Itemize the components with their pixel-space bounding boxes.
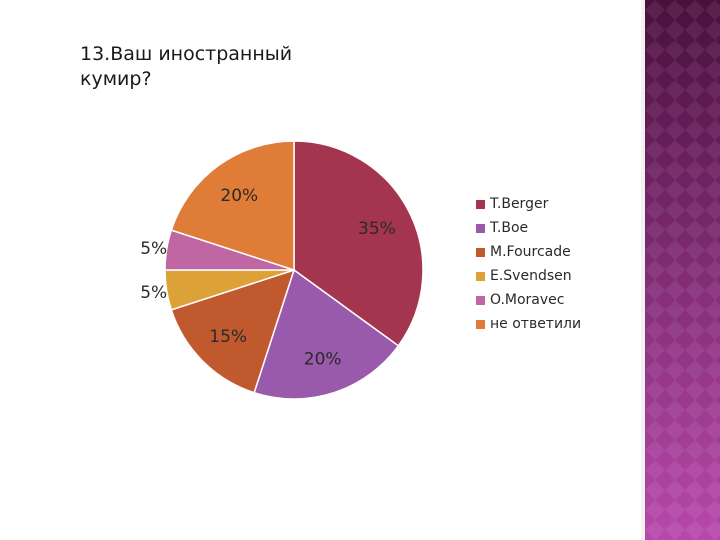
pie-data-label-5: 5% [140,239,167,259]
pie-slices [164,140,424,400]
pie-slice-2 [253,268,400,400]
pie-data-label-4: 5% [140,283,167,303]
legend-label: T.Berger [490,196,549,212]
legend-item-6: не ответили [476,312,581,336]
legend-swatch [476,199,485,209]
legend-label: O.Moravec [490,292,565,308]
decorative-side-panel [641,0,720,540]
legend-item-4: E.Svendsen [476,264,581,288]
legend-item-3: M.Fourcade [476,240,581,264]
legend-swatch [476,295,485,305]
pie-data-label-3: 15% [209,327,247,347]
pie-data-label-2: 20% [304,349,342,369]
legend-swatch [476,247,485,257]
legend-item-2: T.Boe [476,216,581,240]
slide-title: 13.Ваш иностранный кумир? [80,43,293,90]
pie-slice-1 [293,140,424,347]
legend-label: M.Fourcade [490,244,571,260]
legend-swatch [476,319,485,329]
legend-item-5: O.Moravec [476,288,581,312]
legend-swatch [476,223,485,233]
pie-data-labels: 35% 20% 15% 5% 5% 20% [140,186,396,370]
pie-data-label-1: 35% [358,219,396,239]
chart-legend: T.Berger T.Boe M.Fourcade E.Svendsen O.Morav… [476,192,581,336]
pie-slice-6 [170,140,295,272]
pie-data-label-6: 20% [220,186,258,206]
legend-item-1: T.Berger [476,192,581,216]
legend-label: не ответили [490,316,582,332]
legend-label: T.Boe [490,220,529,236]
legend-label: E.Svendsen [490,268,572,284]
pie-chart: 35% 20% 15% 5% 5% 20% [140,140,424,400]
legend-swatch [476,271,485,281]
